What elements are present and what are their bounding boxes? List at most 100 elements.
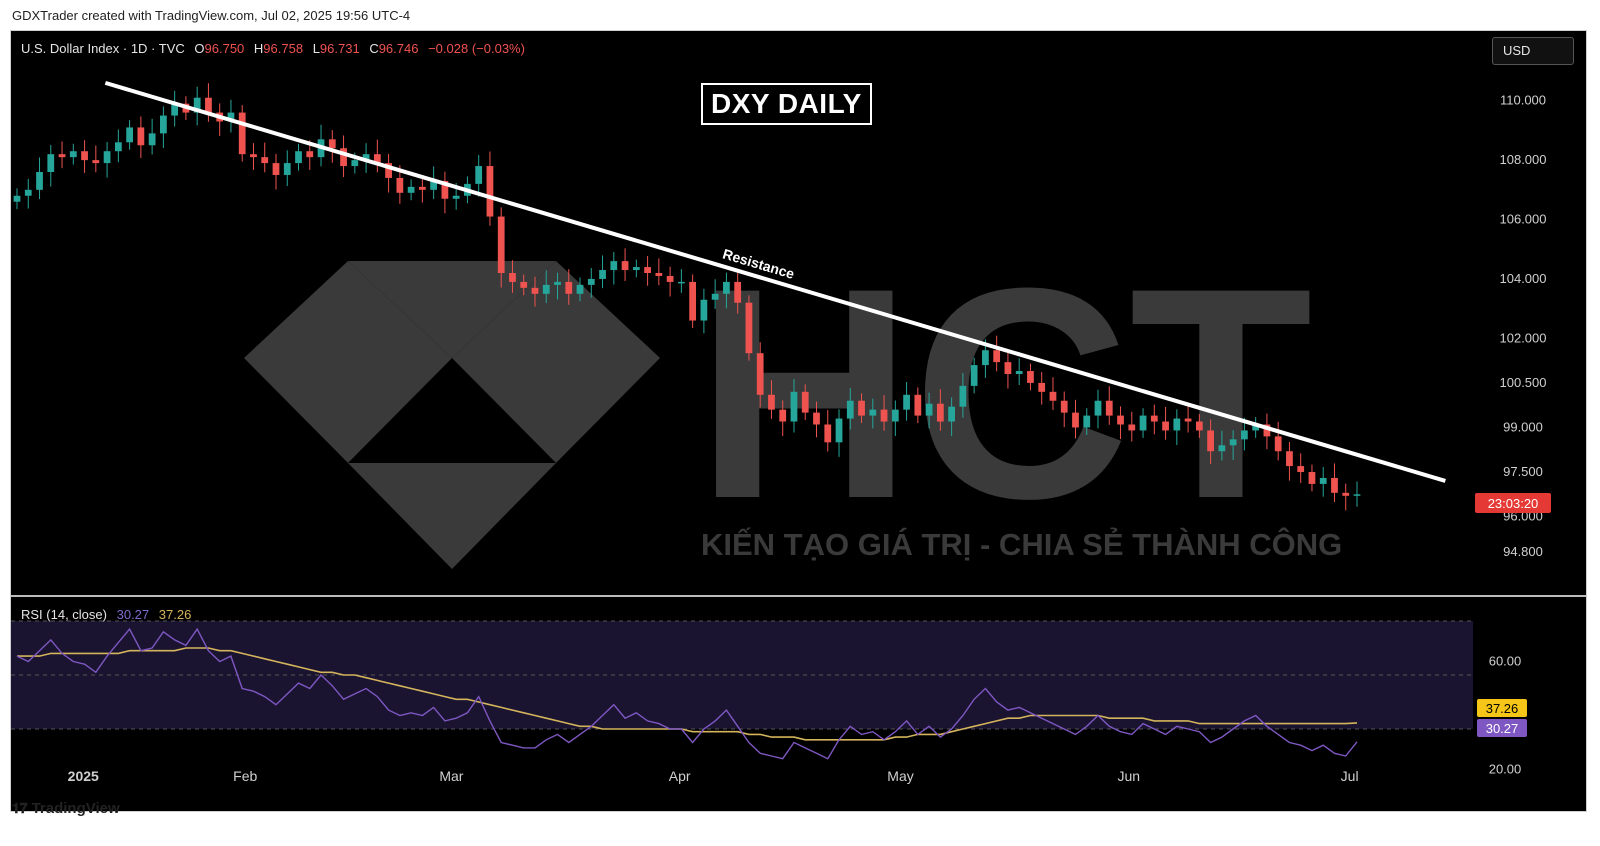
candle-body <box>1353 494 1361 496</box>
low-label: L <box>312 41 320 56</box>
candle-body <box>1004 362 1012 374</box>
candle-body <box>1015 371 1023 374</box>
candle-body <box>486 166 494 217</box>
candle-body <box>1207 430 1214 452</box>
candle-body <box>700 299 708 321</box>
candle-body <box>621 261 629 271</box>
candle-body <box>295 151 302 164</box>
candle-body <box>948 406 955 422</box>
price-tick-label: 94.800 <box>1503 544 1543 559</box>
candle-body <box>768 394 775 410</box>
candle-body <box>711 293 719 300</box>
candle-body <box>993 350 1001 363</box>
logo-facet <box>348 261 556 358</box>
price-tick-label: 108.000 <box>1500 152 1547 167</box>
candle-body <box>824 424 832 443</box>
candle-body <box>779 409 787 422</box>
candle-body <box>283 163 291 175</box>
candle-body <box>24 189 32 196</box>
chart-canvas[interactable]: HCT KIẾN TẠO GIÁ TRỊ - CHIA SẺ THÀNH CÔN… <box>11 31 1586 811</box>
candle-body <box>959 385 967 407</box>
watermark-brand: HCT <box>696 225 1313 561</box>
currency-selector[interactable]: USD <box>1492 37 1574 65</box>
candle-body <box>441 180 449 199</box>
candle-body <box>520 281 528 288</box>
candle-body <box>982 350 989 366</box>
candle-body <box>677 281 685 284</box>
candle-body <box>114 142 122 152</box>
candle-body <box>1117 415 1124 425</box>
high-value: 96.758 <box>263 41 304 56</box>
price-tick-label: 110.000 <box>1500 93 1546 108</box>
watermark-tagline: KIẾN TẠO GIÁ TRỊ - CHIA SẺ THÀNH CÔNG <box>701 526 1342 562</box>
candle-body <box>160 115 167 134</box>
candle-body <box>419 186 426 190</box>
rsi-line <box>16 627 1358 760</box>
candle-body <box>261 157 269 164</box>
candle-body <box>723 281 730 294</box>
candle-body <box>734 281 742 303</box>
candle-body <box>362 154 370 161</box>
candle-body <box>272 163 280 175</box>
candle-body <box>396 177 404 193</box>
candle-body <box>103 151 111 164</box>
rsi-ma-legend-value: 37.26 <box>158 607 192 622</box>
candle-body <box>92 160 100 164</box>
candle-body <box>1252 424 1260 431</box>
footer-brand: TradingView <box>31 800 120 817</box>
tradingview-footer[interactable]: 𝟏𝟕 TradingView <box>12 800 120 817</box>
candle-body <box>238 112 246 155</box>
countdown-badge <box>1475 493 1551 513</box>
price-tick-label: 99.000 <box>1503 419 1543 434</box>
change-value: −0.028 (−0.03%) <box>428 41 525 56</box>
candle-body <box>1274 436 1282 452</box>
time-tick-label: 2025 <box>68 768 99 784</box>
logo-facet <box>244 358 452 463</box>
countdown-text: 23:03:20 <box>1488 496 1539 511</box>
candle-body <box>666 275 674 282</box>
candle-body <box>47 154 55 172</box>
candle-body <box>1229 439 1237 446</box>
candle-body <box>1038 382 1046 392</box>
candle-body <box>914 394 922 416</box>
candle-body <box>69 151 77 158</box>
candle-body <box>835 418 843 443</box>
candle-body <box>1241 430 1248 440</box>
candle-body <box>745 302 753 354</box>
low-value: 96.731 <box>319 41 360 56</box>
candle-body <box>576 284 584 294</box>
price-axis: 110.000 108.000 106.000 104.000 102.000 100.5… <box>1500 93 1547 560</box>
time-tick-label: Jul <box>1341 768 1359 784</box>
candle-body <box>407 186 415 193</box>
candle-body <box>846 400 854 419</box>
candle-body <box>869 409 877 416</box>
candle-body <box>903 394 910 410</box>
price-tick-label: 97.500 <box>1503 464 1543 479</box>
candle-body <box>632 267 640 271</box>
candle-body <box>1184 418 1192 422</box>
candle-body <box>1150 415 1158 422</box>
candle-body <box>1094 400 1102 416</box>
candle-body <box>126 127 133 143</box>
candle-body <box>1083 415 1091 428</box>
price-tick-label: 106.000 <box>1500 212 1547 227</box>
candle-body <box>790 391 798 422</box>
rsi-ma-badge-text: 37.26 <box>1486 701 1519 716</box>
candle-body <box>509 273 516 282</box>
logo-facet <box>452 261 660 358</box>
candle-body <box>565 281 573 294</box>
candle-body <box>36 172 43 190</box>
symbol-name: U.S. Dollar Index · 1D · TVC <box>21 41 185 56</box>
candle-body <box>554 281 561 285</box>
chart-header: GDXTrader created with TradingView.com, … <box>12 8 411 23</box>
rsi-legend[interactable]: RSI (14, close) 30.27 37.26 <box>21 607 191 622</box>
candle-body <box>171 103 179 116</box>
candle-body <box>1139 415 1147 431</box>
open-label: O <box>194 41 205 56</box>
candle-body <box>205 97 212 113</box>
candle-body <box>1173 418 1181 431</box>
candle-body <box>1308 472 1316 484</box>
candle-body <box>1331 477 1338 493</box>
resistance-trendline[interactable] <box>104 80 1446 483</box>
candle-body <box>148 133 156 146</box>
